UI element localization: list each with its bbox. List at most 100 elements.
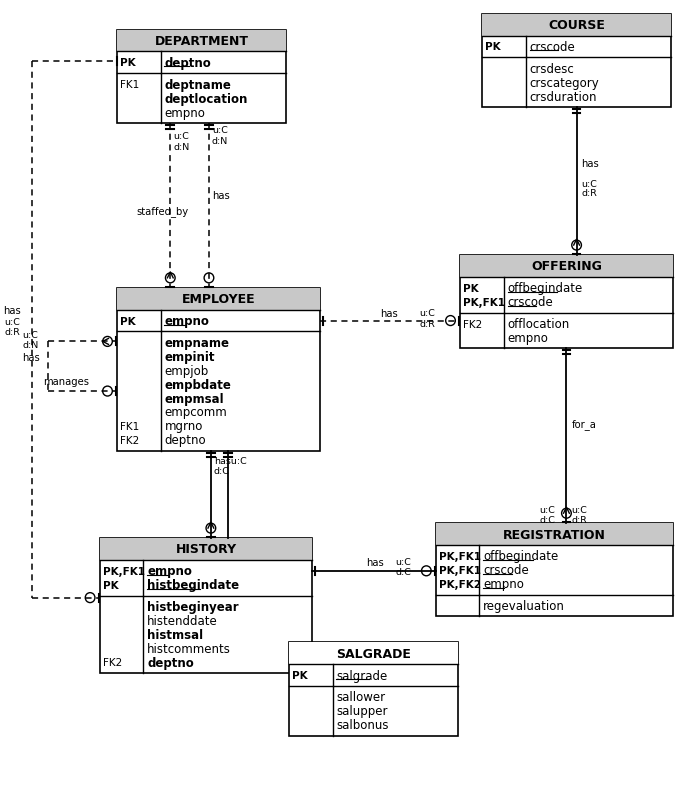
- Text: has: has: [380, 308, 398, 318]
- Text: empno: empno: [164, 107, 206, 119]
- Text: deptno: deptno: [147, 656, 194, 669]
- Text: offbegindate: offbegindate: [508, 282, 583, 295]
- Text: u:C
d:N: u:C d:N: [212, 126, 228, 145]
- Text: OFFERING: OFFERING: [531, 260, 602, 273]
- Text: u:C: u:C: [395, 557, 411, 567]
- Text: PK,FK1: PK,FK1: [103, 566, 145, 576]
- Text: staffed_by: staffed_by: [137, 205, 188, 217]
- Text: SALGRADE: SALGRADE: [336, 647, 411, 660]
- Text: d:R: d:R: [571, 515, 587, 524]
- Text: has: has: [212, 191, 230, 201]
- Text: crscode: crscode: [508, 296, 553, 309]
- Text: PK,FK1: PK,FK1: [463, 298, 505, 307]
- Bar: [117, 289, 320, 451]
- Bar: [482, 14, 671, 37]
- Text: manages: manages: [43, 377, 89, 387]
- Bar: [117, 30, 286, 52]
- Text: HISTORY: HISTORY: [175, 543, 237, 556]
- Text: d:C: d:C: [395, 568, 411, 577]
- Text: histcomments: histcomments: [147, 642, 231, 655]
- Text: crscode: crscode: [484, 564, 529, 577]
- Text: empmsal: empmsal: [164, 392, 224, 405]
- Text: u:C: u:C: [582, 180, 598, 188]
- Text: PK: PK: [120, 59, 136, 68]
- Text: PK: PK: [485, 43, 501, 52]
- Text: EMPLOYEE: EMPLOYEE: [181, 293, 255, 306]
- Text: PK: PK: [292, 670, 308, 680]
- Text: hasu:C: hasu:C: [214, 456, 246, 465]
- Text: empno: empno: [164, 314, 209, 328]
- Text: PK,FK1: PK,FK1: [439, 565, 481, 575]
- Text: salupper: salupper: [337, 704, 388, 718]
- Text: deptno: deptno: [164, 434, 206, 447]
- Text: u:C: u:C: [5, 318, 21, 326]
- Text: empno: empno: [484, 577, 524, 590]
- Text: mgrno: mgrno: [164, 419, 203, 433]
- Text: d:N: d:N: [23, 341, 39, 350]
- Bar: [117, 289, 320, 310]
- Text: COURSE: COURSE: [548, 19, 605, 32]
- Text: empbdate: empbdate: [164, 378, 231, 391]
- Text: regevaluation: regevaluation: [484, 599, 565, 612]
- Bar: [482, 14, 671, 108]
- Bar: [289, 642, 458, 735]
- Text: FK1: FK1: [120, 80, 139, 90]
- Text: FK2: FK2: [120, 435, 139, 445]
- Text: empname: empname: [164, 337, 230, 350]
- Text: d:C: d:C: [540, 515, 555, 524]
- Bar: [460, 256, 673, 277]
- Text: deptlocation: deptlocation: [164, 92, 248, 106]
- Text: crsdesc: crsdesc: [530, 63, 575, 75]
- Text: empno: empno: [508, 331, 549, 345]
- Text: offlocation: offlocation: [508, 318, 570, 330]
- Text: salbonus: salbonus: [337, 719, 389, 731]
- Text: DEPARTMENT: DEPARTMENT: [155, 35, 248, 48]
- Bar: [436, 524, 673, 545]
- Bar: [460, 256, 673, 349]
- Text: deptname: deptname: [164, 79, 231, 91]
- Text: PK,FK1: PK,FK1: [439, 551, 481, 561]
- Text: u:C
d:N: u:C d:N: [173, 132, 190, 152]
- Text: u:C: u:C: [23, 330, 39, 339]
- Text: FK2: FK2: [103, 658, 122, 667]
- Text: FK1: FK1: [120, 421, 139, 431]
- Bar: [289, 642, 458, 664]
- Text: offbegindate: offbegindate: [484, 549, 559, 563]
- Text: has: has: [23, 353, 40, 363]
- Text: FK2: FK2: [463, 319, 482, 329]
- Text: salgrade: salgrade: [337, 669, 388, 682]
- Text: u:C: u:C: [571, 505, 587, 514]
- Text: PK,FK2: PK,FK2: [439, 579, 481, 589]
- Text: for_a: for_a: [571, 419, 596, 430]
- Text: u:C: u:C: [420, 309, 435, 318]
- Text: crscode: crscode: [530, 41, 575, 54]
- Text: deptno: deptno: [164, 57, 211, 70]
- Text: empjob: empjob: [164, 364, 209, 377]
- Text: histenddate: histenddate: [147, 614, 218, 627]
- Bar: [436, 524, 673, 617]
- Text: has: has: [366, 557, 384, 567]
- Text: d:C: d:C: [214, 467, 230, 476]
- Bar: [100, 538, 313, 673]
- Text: u:C: u:C: [540, 505, 555, 514]
- Text: PK: PK: [103, 580, 118, 590]
- Text: d:R: d:R: [582, 189, 598, 198]
- Text: crscategory: crscategory: [530, 77, 600, 90]
- Text: empinit: empinit: [164, 350, 215, 363]
- Text: empcomm: empcomm: [164, 406, 227, 419]
- Text: PK: PK: [463, 283, 479, 294]
- Text: histbeginyear: histbeginyear: [147, 601, 239, 614]
- Text: histmsal: histmsal: [147, 628, 204, 641]
- Text: has: has: [582, 159, 599, 169]
- Text: has: has: [3, 306, 21, 315]
- Text: histbegindate: histbegindate: [147, 578, 239, 592]
- Text: d:R: d:R: [5, 327, 21, 337]
- Text: d:R: d:R: [420, 320, 435, 329]
- Text: REGISTRATION: REGISTRATION: [503, 528, 606, 541]
- Text: crsduration: crsduration: [530, 91, 598, 103]
- Bar: [100, 538, 313, 560]
- Text: empno: empno: [147, 565, 192, 577]
- Text: sallower: sallower: [337, 691, 386, 703]
- Text: PK: PK: [120, 316, 136, 326]
- Bar: [117, 30, 286, 124]
